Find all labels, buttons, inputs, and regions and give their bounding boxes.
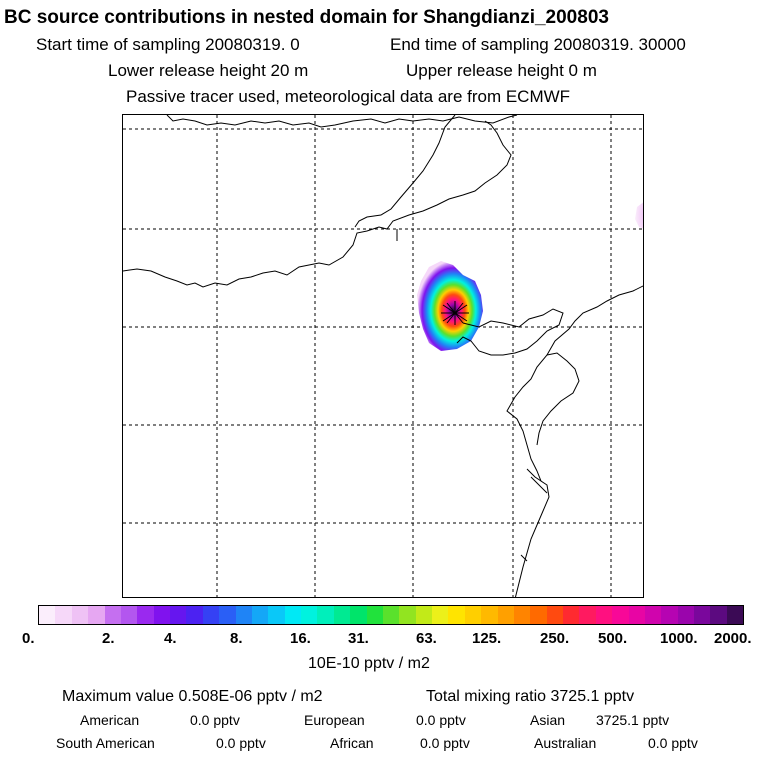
lower-release-height: Lower release height 20 m (108, 61, 309, 80)
region-asian-value: 3725.1 pptv (596, 712, 670, 728)
color-scale-segment (661, 606, 678, 624)
color-scale-segment (268, 606, 285, 624)
color-scale-segment (628, 606, 645, 624)
map-panel (122, 114, 644, 598)
color-scale-tick-label: 500. (598, 630, 628, 647)
end-time-label: End time of sampling 20080319. 30000 (390, 35, 686, 54)
color-scale-tick-label: 1000. (660, 630, 698, 647)
color-scale-segment (579, 606, 596, 624)
upper-release-height: Upper release height 0 m (406, 61, 597, 80)
start-time-label: Start time of sampling 20080319. 0 (36, 35, 300, 54)
region-american-name: American (80, 712, 140, 728)
color-scale-segment (219, 606, 236, 624)
color-scale-segment (694, 606, 711, 624)
color-scale-segment (104, 606, 121, 624)
color-scale-tick-label: 4. (164, 630, 177, 647)
color-scale-segment (317, 606, 334, 624)
color-scale-segment (563, 606, 580, 624)
color-scale-segment (710, 606, 727, 624)
color-scale-segment (120, 606, 138, 624)
tracer-info: Passive tracer used, meteorological data… (126, 87, 571, 106)
color-scale-segment (71, 606, 89, 624)
color-scale-segment (55, 606, 72, 624)
color-scale-segment (235, 606, 252, 624)
edge-plume (635, 202, 643, 229)
color-scale-segment (677, 606, 694, 624)
color-scale-segment (546, 606, 563, 624)
color-scale-segment (464, 606, 482, 624)
color-scale-segment (399, 606, 416, 624)
color-scale-segment (153, 606, 170, 624)
region-australian-name: Australian (534, 735, 597, 751)
receptor-marker-icon (441, 301, 469, 325)
plot-title: BC source contributions in nested domain… (4, 7, 609, 28)
region-european-value: 0.0 pptv (416, 712, 466, 728)
color-scale-tick-label: 16. (290, 630, 311, 647)
color-scale-segment (513, 606, 531, 624)
color-scale-tick-label: 2000. (714, 630, 752, 647)
color-scale-segment (202, 606, 220, 624)
color-scale-segment (301, 606, 318, 624)
region-european-name: European (304, 712, 365, 728)
color-scale-segment (382, 606, 400, 624)
color-scale-segment (170, 606, 187, 624)
color-scale-segment (612, 606, 629, 624)
color-scale-tick-label: 125. (472, 630, 502, 647)
color-scale-segment (595, 606, 613, 624)
region-american-value: 0.0 pptv (190, 712, 240, 728)
color-scale-segment (137, 606, 154, 624)
region-african-name: African (330, 735, 374, 751)
color-scale-segment (448, 606, 465, 624)
region-asian-name: Asian (530, 712, 566, 728)
color-scale-segment (350, 606, 367, 624)
color-scale-tick-label: 0. (22, 630, 35, 647)
region-south-american-name: South American (56, 735, 155, 751)
color-scale-segment (284, 606, 301, 624)
total-mixing-ratio: Total mixing ratio 3725.1 pptv (426, 688, 635, 705)
region-african-value: 0.0 pptv (420, 735, 470, 751)
color-scale-tick-label: 63. (416, 630, 437, 647)
color-scale-bar (38, 605, 744, 625)
color-scale-segment (497, 606, 514, 624)
coastlines (123, 115, 643, 597)
color-scale-segment (415, 606, 432, 624)
color-scale-units: 10E-10 pptv / m2 (308, 655, 430, 672)
color-scale-segment (530, 606, 547, 624)
color-scale-segment (333, 606, 351, 624)
maximum-value: Maximum value 0.508E-06 pptv / m2 (62, 688, 323, 705)
color-scale-segment (481, 606, 498, 624)
color-scale-segment (366, 606, 383, 624)
color-scale-tick-label: 31. (348, 630, 369, 647)
region-australian-value: 0.0 pptv (648, 735, 698, 751)
color-scale-segment (39, 606, 56, 624)
color-scale-tick-label: 250. (540, 630, 570, 647)
color-scale-segment (432, 606, 449, 624)
lat-lon-grid (123, 115, 643, 597)
color-scale-segment (186, 606, 203, 624)
color-scale-segment (88, 606, 105, 624)
color-scale-tick-label: 2. (102, 630, 115, 647)
color-scale-tick-label: 8. (230, 630, 243, 647)
region-south-american-value: 0.0 pptv (216, 735, 266, 751)
color-scale-segment (726, 606, 744, 624)
color-scale-segment (251, 606, 269, 624)
color-scale-segment (644, 606, 662, 624)
